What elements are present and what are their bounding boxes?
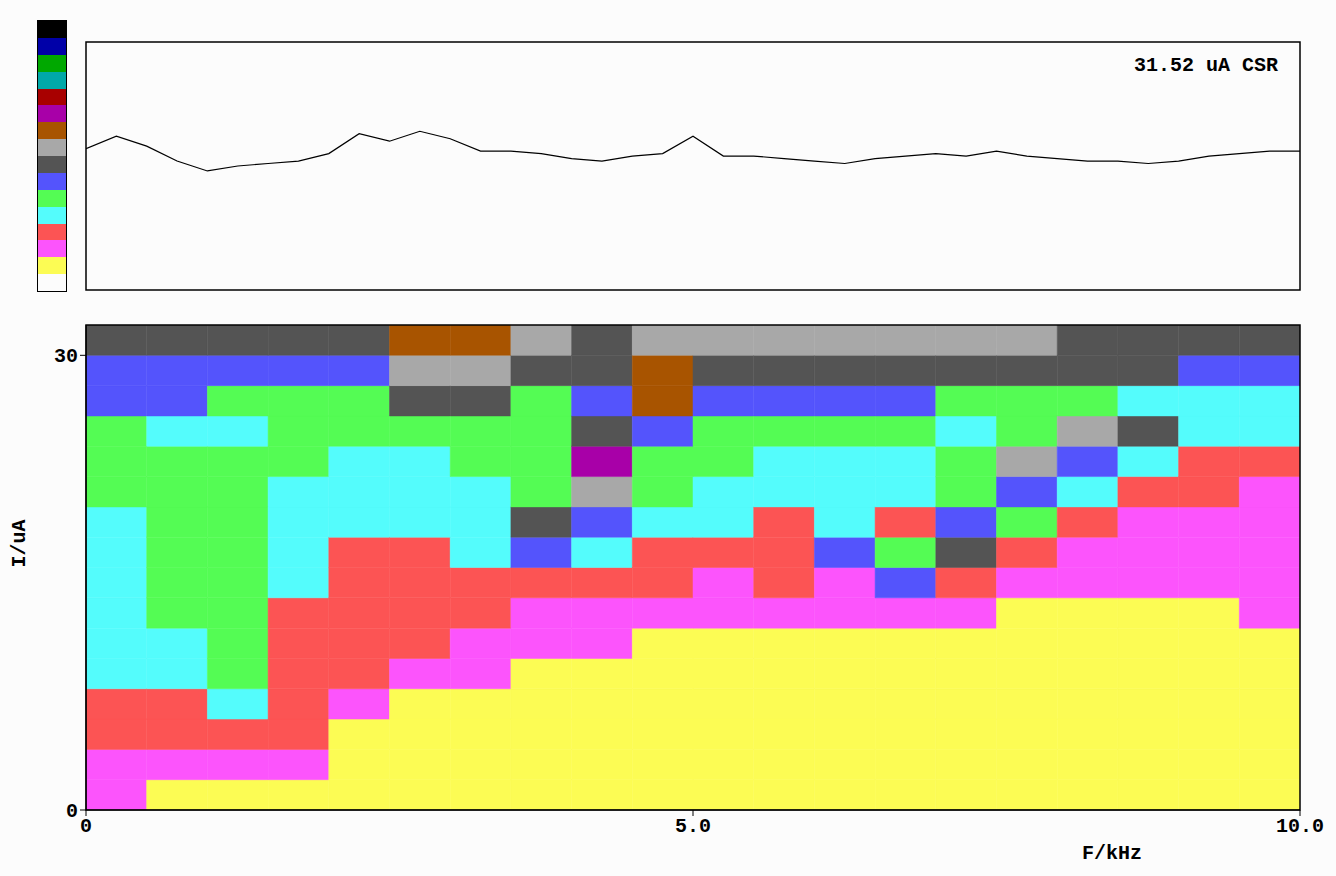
svg-text:30: 30 — [54, 345, 78, 368]
svg-text:5.0: 5.0 — [675, 815, 711, 838]
html-text:31.52 uA CSR: 31.52 uA CSR — [1134, 54, 1278, 77]
svg-text:0: 0 — [80, 815, 92, 838]
svg-text:10.0: 10.0 — [1276, 815, 1324, 838]
html-text:F/kHz: F/kHz — [1082, 842, 1142, 865]
svg-text:0: 0 — [66, 800, 78, 823]
svg-text:I/uA: I/uA — [8, 519, 31, 567]
